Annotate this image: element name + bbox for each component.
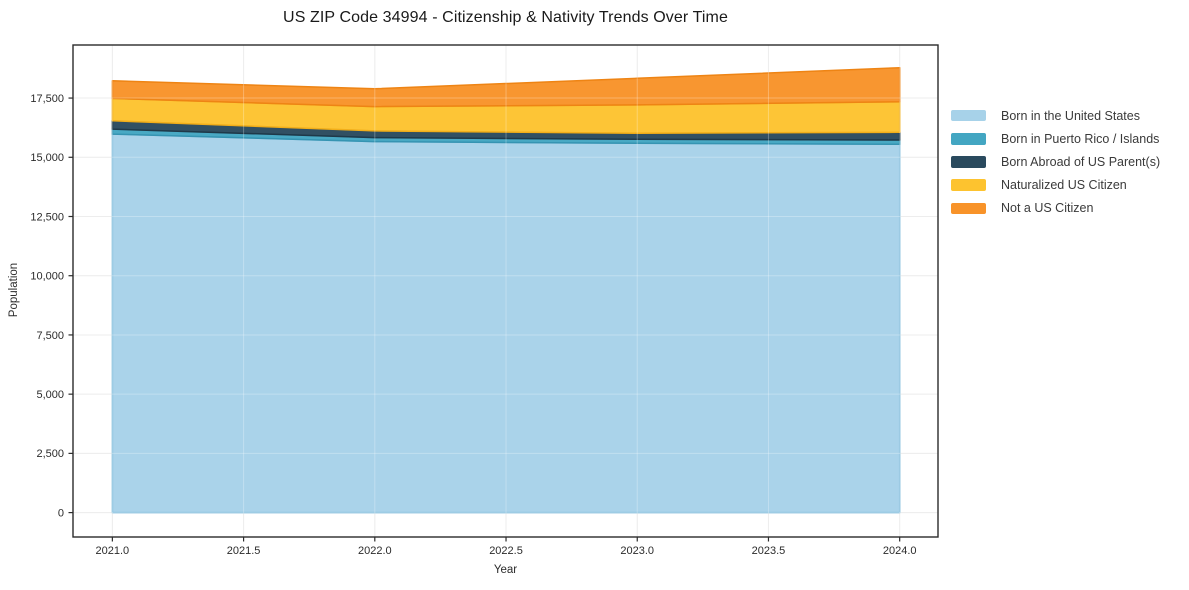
x-tick-label: 2021.5 [227,545,261,557]
legend-label: Born Abroad of US Parent(s) [1001,154,1161,169]
x-tick-label: 2022.5 [489,545,523,557]
legend-swatch-icon [951,109,986,122]
legend: Born in the United States Born in Puerto … [951,104,1160,220]
legend-label: Born in Puerto Rico / Islands [1001,131,1160,146]
x-axis-label: Year [493,564,518,576]
legend-item-not-a-us-citizen: Not a US Citizen [951,197,1160,220]
y-tick-label: 2,500 [36,448,64,460]
legend-label: Not a US Citizen [1001,201,1094,216]
legend-swatch-icon [951,156,986,168]
y-tick-label: 12,500 [30,211,64,223]
legend-swatch-icon [951,179,986,191]
legend-item-naturalized-us-citizen: Naturalized US Citizen [951,174,1160,197]
x-tick-label: 2021.0 [96,545,130,557]
y-tick-label: 15,000 [30,152,64,164]
y-tick-label: 10,000 [30,271,64,283]
legend-swatch-icon [951,202,986,215]
y-tick-label: 5,000 [36,389,64,401]
legend-item-born-in-puerto-rico-islands: Born in Puerto Rico / Islands [951,127,1160,150]
x-tick-label: 2023.0 [620,545,654,557]
y-tick-label: 7,500 [36,330,64,342]
area-not-a-us-citizen [111,66,901,108]
legend-item-born-abroad-of-us-parent-s: Born Abroad of US Parent(s) [951,150,1160,173]
legend-item-born-in-the-united-states: Born in the United States [951,104,1160,127]
chart-title: US ZIP Code 34994 - Citizenship & Nativi… [283,9,728,26]
x-tick-label: 2024.0 [883,545,917,557]
y-axis-label: Population [8,262,20,318]
x-tick-label: 2022.0 [358,545,392,557]
legend-label: Naturalized US Citizen [1001,178,1127,193]
x-tick-label: 2023.5 [752,545,786,557]
legend-label: Born in the United States [1001,108,1140,123]
y-tick-label: 0 [58,507,64,519]
y-tick-label: 17,500 [30,93,64,105]
legend-swatch-icon [951,133,986,145]
